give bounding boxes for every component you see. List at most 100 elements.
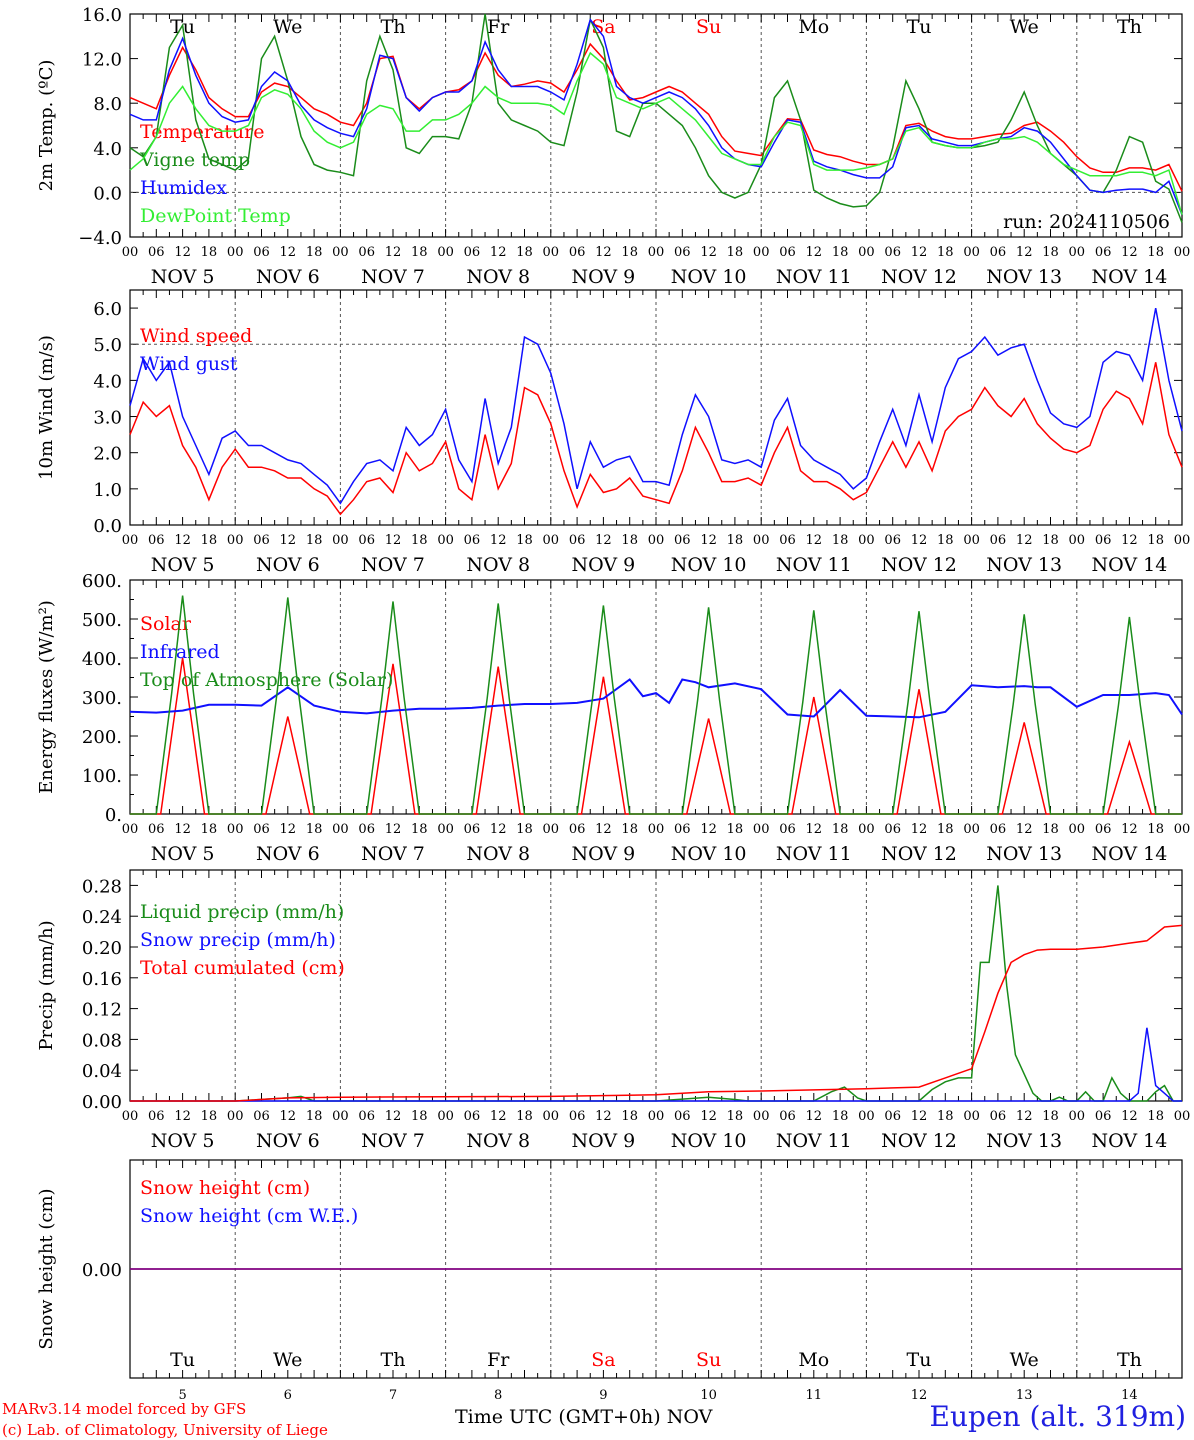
- x-hour-label: 00: [543, 245, 560, 260]
- series-line: [130, 924, 1183, 1102]
- y-tick-label: 0.16: [82, 969, 122, 990]
- y-tick-label: 0.00: [82, 1260, 122, 1281]
- day-number-label: 14: [1121, 1388, 1138, 1403]
- x-hour-label: 18: [411, 533, 428, 548]
- series-line: [129, 307, 1183, 505]
- y-tick-label: 200.: [82, 727, 122, 748]
- x-hour-label: 12: [700, 245, 717, 260]
- day-name-label: Tu: [170, 1349, 195, 1371]
- x-date-label: NOV 7: [361, 843, 425, 865]
- x-date-label: NOV 8: [466, 843, 530, 865]
- x-hour-label: 00: [437, 533, 454, 548]
- x-hour-label: 00: [1174, 822, 1191, 837]
- run-annotation: run: 2024110506: [1003, 211, 1170, 233]
- y-tick-label: 3.0: [93, 408, 122, 429]
- y-tick-label: 0.0: [93, 183, 122, 204]
- x-hour-label: 18: [832, 245, 849, 260]
- x-hour-label: 12: [1016, 533, 1033, 548]
- x-hour-label: 00: [1069, 245, 1086, 260]
- x-hour-label: 00: [858, 1109, 875, 1124]
- x-hour-label: 06: [148, 822, 165, 837]
- x-hour-label: 12: [1016, 245, 1033, 260]
- x-hour-label: 06: [779, 1109, 796, 1124]
- x-date-label: NOV 10: [671, 1130, 747, 1152]
- x-hour-label: 18: [1042, 822, 1059, 837]
- x-hour-label: 00: [858, 533, 875, 548]
- x-hour-label: 00: [332, 1109, 349, 1124]
- x-hour-label: 18: [621, 245, 638, 260]
- x-date-label: NOV 10: [671, 266, 747, 288]
- x-hour-label: 00: [122, 1109, 139, 1124]
- x-hour-label: 06: [569, 533, 586, 548]
- x-hour-label: 00: [1174, 245, 1191, 260]
- x-hour-label: 00: [1174, 533, 1191, 548]
- x-date-label: NOV 6: [256, 1130, 320, 1152]
- x-hour-label: 00: [1174, 1109, 1191, 1124]
- x-hour-label: 12: [385, 533, 402, 548]
- x-hour-label: 00: [543, 822, 560, 837]
- x-hour-label: 00: [1069, 533, 1086, 548]
- x-hour-label: 12: [595, 822, 612, 837]
- x-hour-label: 18: [306, 533, 323, 548]
- x-hour-label: 06: [674, 1109, 691, 1124]
- y-tick-label: 16.0: [82, 5, 122, 26]
- day-number-label: 7: [389, 1388, 397, 1403]
- x-date-label: NOV 11: [776, 266, 852, 288]
- panel-5: 0.00 Snow height (cm) Tu 5 We 6 Th 7 Fr 8 Sa 9 Su 10 M…: [36, 1159, 1183, 1403]
- x-date-label: NOV 9: [572, 1130, 636, 1152]
- x-date-label: NOV 5: [151, 843, 215, 865]
- x-hour-label: 06: [253, 245, 270, 260]
- x-hour-label: 18: [621, 1109, 638, 1124]
- day-name-label: Fr: [487, 1349, 510, 1371]
- day-number-label: 12: [911, 1388, 928, 1403]
- legend-label: Infrared: [140, 641, 220, 663]
- day-number-label: 6: [284, 1388, 292, 1403]
- x-hour-label: 06: [779, 822, 796, 837]
- y-tick-label: 0.20: [82, 938, 122, 959]
- x-hour-label: 06: [884, 822, 901, 837]
- x-date-label: NOV 8: [466, 554, 530, 576]
- x-hour-label: 00: [332, 533, 349, 548]
- x-hour-label: 18: [727, 245, 744, 260]
- x-hour-label: 12: [700, 822, 717, 837]
- y-tick-label: 1.0: [93, 480, 122, 501]
- day-number-label: 5: [178, 1388, 186, 1403]
- y-tick-label: 4.0: [93, 371, 122, 392]
- x-hour-label: 06: [990, 822, 1007, 837]
- series-line: [129, 42, 1183, 192]
- x-hour-label: 00: [437, 245, 454, 260]
- day-number-label: 13: [1016, 1388, 1033, 1403]
- x-hour-label: 18: [937, 822, 954, 837]
- x-date-label: NOV 8: [466, 1130, 530, 1152]
- x-hour-label: 12: [911, 245, 928, 260]
- legend-label: Snow precip (mm/h): [140, 929, 336, 951]
- x-hour-label: 12: [806, 245, 823, 260]
- x-hour-label: 12: [385, 822, 402, 837]
- y-tick-label: 0.: [105, 805, 122, 826]
- y-tick-label: 0.12: [82, 1000, 122, 1021]
- x-hour-label: 06: [253, 1109, 270, 1124]
- x-hour-label: 12: [806, 1109, 823, 1124]
- x-hour-label: 06: [148, 1109, 165, 1124]
- series-line: [130, 595, 1182, 815]
- x-hour-label: 00: [963, 533, 980, 548]
- y-tick-label: 4.0: [93, 139, 122, 160]
- x-hour-label: 00: [858, 245, 875, 260]
- x-hour-label: 00: [332, 245, 349, 260]
- xaxis-title-text: Time UTC (GMT+0h): [455, 1406, 661, 1428]
- x-date-label: NOV 9: [572, 554, 636, 576]
- x-hour-label: 06: [884, 245, 901, 260]
- x-hour-label: 12: [1121, 533, 1138, 548]
- x-hour-label: 06: [358, 1109, 375, 1124]
- x-hour-label: 18: [621, 822, 638, 837]
- x-hour-label: 00: [648, 822, 665, 837]
- legend-label: Snow height (cm W.E.): [140, 1205, 358, 1227]
- x-hour-label: 06: [884, 1109, 901, 1124]
- x-hour-label: 18: [1147, 1109, 1164, 1124]
- day-name-label: Sa: [591, 16, 615, 38]
- series-line: [130, 885, 1182, 1102]
- x-hour-label: 06: [464, 533, 481, 548]
- x-hour-label: 06: [464, 245, 481, 260]
- x-hour-label: 00: [858, 822, 875, 837]
